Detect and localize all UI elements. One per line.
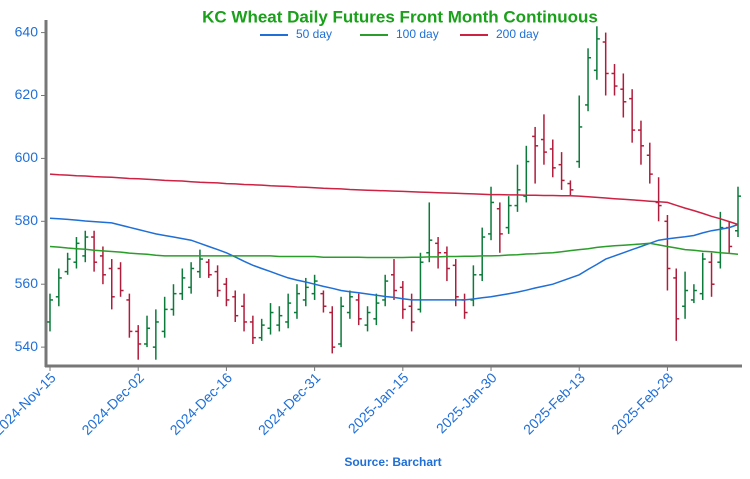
x-tick-label: 2024-Dec-02 (78, 369, 147, 438)
legend-label: 50 day (296, 27, 332, 41)
moving-average-line (49, 242, 739, 259)
moving-average-line (49, 217, 739, 301)
x-tick-label: 2024-Dec-31 (255, 369, 324, 438)
y-tick-label: 560 (15, 275, 39, 291)
x-tick-label: 2025-Feb-13 (520, 369, 588, 437)
x-tick-label: 2025-Jan-30 (433, 369, 500, 436)
moving-average-line (49, 173, 739, 226)
y-tick-label: 640 (15, 23, 39, 39)
source: Source: Barchart (344, 455, 441, 469)
legend-label: 200 day (496, 27, 539, 41)
x-tick-label: 2025-Feb-28 (608, 369, 676, 437)
legend-label: 100 day (396, 27, 439, 41)
chart-title: KC Wheat Daily Futures Front Month Conti… (202, 7, 598, 26)
y-tick-label: 540 (15, 338, 39, 354)
y-tick-label: 600 (15, 149, 39, 165)
x-tick-label: 2024-Dec-16 (167, 369, 236, 438)
y-tick-label: 580 (15, 212, 39, 228)
x-tick-label: 2025-Jan-15 (345, 369, 412, 436)
x-tick-label: 2024-Nov-15 (0, 369, 59, 438)
y-tick-label: 620 (15, 86, 39, 102)
